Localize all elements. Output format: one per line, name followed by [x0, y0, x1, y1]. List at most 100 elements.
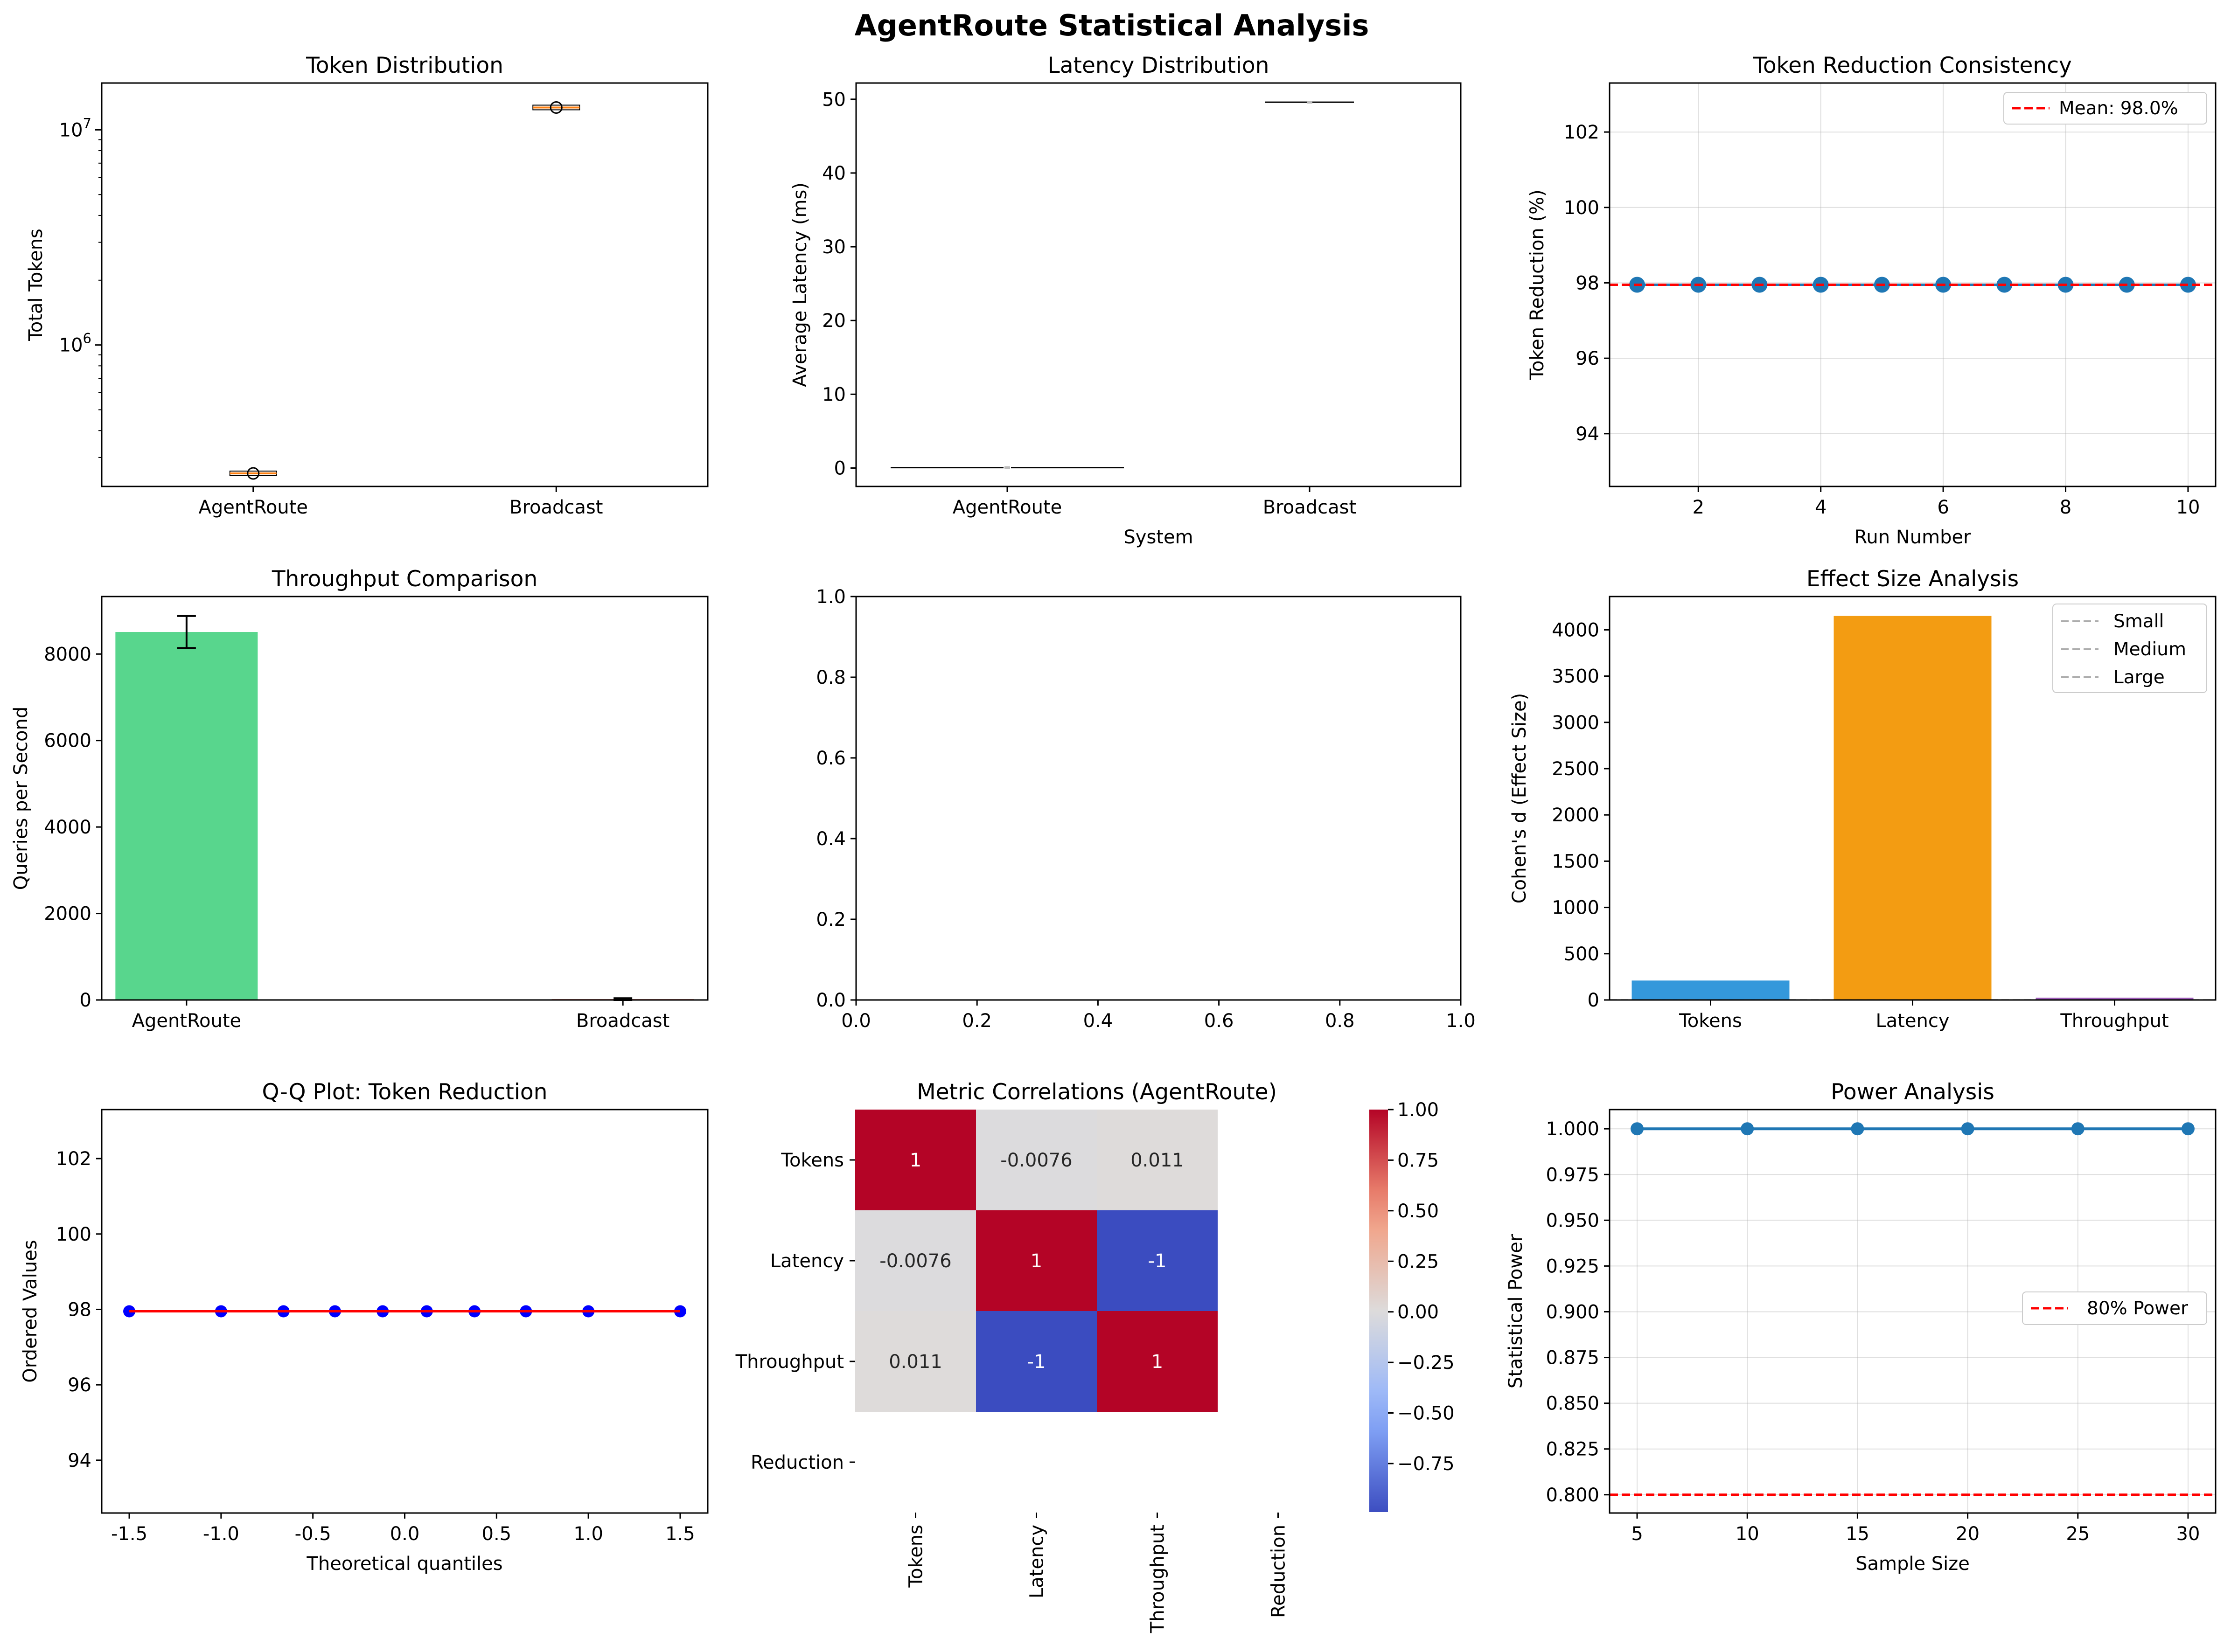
- violin-inner-box: [1307, 101, 1312, 104]
- y-tick-label: 0.825: [1546, 1439, 1599, 1460]
- axes-frame: [855, 596, 1462, 1001]
- x-tick-label: 0.0: [390, 1523, 420, 1545]
- y-tick-label: 0.800: [1546, 1485, 1599, 1506]
- panel-qq-plot: -1.5 -1.0 -0.5 0.0 0.5 1.0 1.5 94 96 98 100 102 Q-Q …: [20, 1079, 709, 1575]
- x-tick-label: -1.5: [111, 1523, 147, 1545]
- x-tick-label: AgentRoute: [953, 497, 1062, 518]
- x-axis-label: Run Number: [1854, 527, 1971, 548]
- bar: [115, 632, 258, 1000]
- panel-token-distribution: 106 107 AgentRoute Broadcast Token Distribut…: [25, 53, 709, 518]
- cell-value: 1: [1031, 1250, 1042, 1272]
- x-tick-label: -0.5: [295, 1523, 331, 1545]
- panel-effect-size-analysis: 0 500 1000 1500 2000 2500 3000 3500 4000 Tokens La…: [1509, 566, 2217, 1032]
- bar: [2036, 998, 2194, 1000]
- y-tick-label: 107: [59, 115, 91, 141]
- panel-throughput-comparison: 0 2000 4000 6000 8000 AgentRoute Broadcast Thro…: [10, 566, 709, 1032]
- x-tick-label: 1.0: [1446, 1010, 1476, 1032]
- x-tick-label: 5: [1631, 1523, 1643, 1545]
- panel-title: Effect Size Analysis: [1806, 566, 2019, 592]
- legend-label: Medium: [2113, 639, 2186, 660]
- axes-frame: [101, 82, 709, 487]
- figure-title: AgentRoute Statistical Analysis: [855, 8, 1369, 42]
- bar: [1631, 980, 1790, 1000]
- y-tick-label: 0.2: [816, 909, 846, 930]
- panel-latency-distribution: 0 10 20 30 40 50 AgentRoute Broadcast Latency Di…: [789, 53, 1462, 548]
- data-point: [1741, 1122, 1754, 1136]
- heatmap-cell: [976, 1110, 1097, 1210]
- y-axis-label: Total Tokens: [25, 229, 47, 341]
- y-tick-label: 0.8: [816, 667, 846, 688]
- x-tick-label: -1.0: [203, 1523, 239, 1545]
- y-tick-label: 30: [822, 236, 846, 258]
- y-tick-label: 1.0: [816, 586, 846, 608]
- y-axis-label: Average Latency (ms): [789, 182, 811, 387]
- cell-value: 0.011: [1130, 1150, 1184, 1171]
- row-label: Latency: [770, 1250, 844, 1272]
- y-tick-label: 96: [1576, 348, 1599, 369]
- x-tick-label: Tokens: [1679, 1010, 1742, 1032]
- panel-title: Power Analysis: [1831, 1079, 1994, 1105]
- y-tick-label: 0.875: [1546, 1347, 1599, 1369]
- cell-value: 1: [1151, 1351, 1163, 1373]
- legend-box: [2003, 92, 2207, 125]
- heatmap-cell: [855, 1311, 976, 1412]
- panel-title: Metric Correlations (AgentRoute): [917, 1079, 1277, 1105]
- colorbar-tick-label: 0.75: [1397, 1150, 1439, 1171]
- colorbar-tick-label: −0.25: [1397, 1352, 1455, 1374]
- x-tick-label: 0.2: [962, 1010, 992, 1032]
- y-tick-label: 1.000: [1546, 1118, 1599, 1140]
- heatmap-cell: [1097, 1110, 1218, 1210]
- y-tick-label: 106: [59, 331, 91, 356]
- x-tick-label: 0.0: [841, 1010, 871, 1032]
- col-label: Throughput: [1147, 1525, 1169, 1633]
- panel-metric-correlations: 1 -0.0076 0.011 -0.0076 1 -1 0.011 -1 1 Tokens Lat…: [735, 1079, 1455, 1633]
- heatmap-cell: [976, 1311, 1097, 1412]
- y-tick-label: 0.950: [1546, 1210, 1599, 1231]
- cell-value: -0.0076: [1000, 1150, 1072, 1171]
- x-axis-label: Sample Size: [1855, 1553, 1970, 1575]
- data-point: [1851, 1122, 1864, 1136]
- x-tick-label: 0.8: [1325, 1010, 1355, 1032]
- y-axis-label: Token Reduction (%): [1527, 189, 1548, 380]
- y-tick-label: 2000: [44, 903, 91, 925]
- y-axis-label: Queries per Second: [10, 707, 32, 890]
- colorbar-tick-label: −0.50: [1397, 1403, 1455, 1424]
- y-tick-label: 102: [56, 1148, 91, 1170]
- y-tick-label: 98: [68, 1299, 91, 1320]
- x-tick-label: 1.0: [573, 1523, 603, 1545]
- x-tick-label: 6: [1937, 497, 1949, 518]
- y-axis-label: Cohen's d (Effect Size): [1509, 693, 1530, 904]
- y-tick-label: 102: [1564, 122, 1599, 143]
- y-tick-label: 50: [822, 89, 846, 111]
- colorbar-tick-label: 0.50: [1397, 1201, 1439, 1222]
- box-outlier: [247, 467, 260, 480]
- axes-frame: [1609, 82, 2217, 487]
- y-tick-label: 500: [1564, 944, 1599, 965]
- colorbar-tick-label: 0.00: [1397, 1302, 1439, 1323]
- legend-box: [2022, 1291, 2207, 1325]
- y-tick-label: 0.925: [1546, 1256, 1599, 1277]
- y-tick-label: 6000: [44, 730, 91, 752]
- x-tick-label: 10: [2176, 497, 2200, 518]
- axes-frame: [1609, 596, 2217, 1001]
- x-tick-label: Broadcast: [576, 1010, 669, 1032]
- col-label: Reduction: [1268, 1525, 1290, 1618]
- col-label: Latency: [1026, 1525, 1048, 1598]
- axes-frame: [101, 1109, 709, 1514]
- x-axis-label: System: [1123, 527, 1193, 548]
- y-tick-label: 98: [1576, 272, 1599, 294]
- bar: [1834, 616, 1992, 1000]
- y-tick-label: 96: [68, 1374, 91, 1396]
- x-tick-label: 20: [1956, 1523, 1980, 1545]
- cell-value: -0.0076: [879, 1250, 951, 1272]
- x-tick-label: Broadcast: [1263, 497, 1356, 518]
- x-tick-label: Throughput: [2060, 1010, 2168, 1032]
- panel-title: Throughput Comparison: [272, 566, 537, 592]
- y-tick-label: 40: [822, 163, 846, 184]
- cell-value: 0.011: [889, 1351, 942, 1373]
- violin-inner-box: [1004, 466, 1010, 469]
- y-axis-label: Statistical Power: [1505, 1234, 1527, 1388]
- y-tick-label: 20: [822, 310, 846, 332]
- y-tick-label: 0.900: [1546, 1301, 1599, 1323]
